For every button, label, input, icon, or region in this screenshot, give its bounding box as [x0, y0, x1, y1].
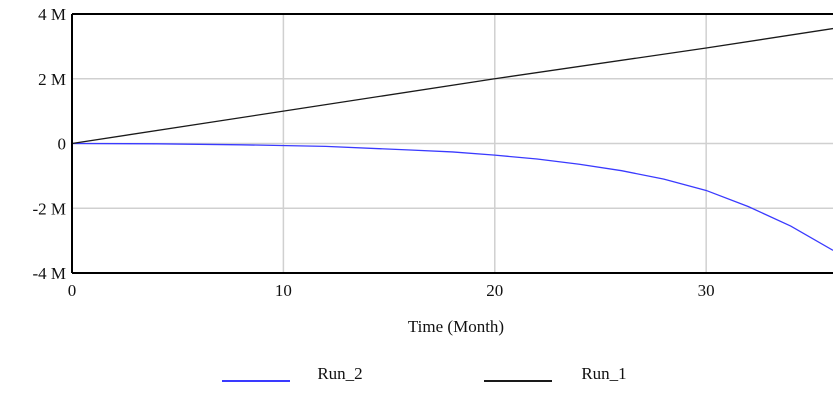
- y-tick-label: 4 M: [38, 5, 66, 24]
- legend-label-run-2: Run_2: [317, 364, 362, 383]
- legend: Run_2 Run_1: [222, 364, 627, 383]
- series-lines: [71, 27, 833, 251]
- plot-frame: [71, 13, 833, 274]
- y-tick-label: -4 M: [32, 264, 66, 283]
- x-tick-label: 30: [698, 281, 715, 300]
- legend-label-run-1: Run_1: [581, 364, 626, 383]
- x-tick-label: 10: [275, 281, 292, 300]
- series-line-run-2: [71, 142, 833, 251]
- x-tick-label: 20: [486, 281, 503, 300]
- x-tick-label: 0: [68, 281, 77, 300]
- y-tick-label: 0: [58, 135, 67, 154]
- y-tick-label: 2 M: [38, 70, 66, 89]
- series-line-run-1: [71, 27, 833, 145]
- y-axis-ticks: 4 M 2 M 0 -2 M -4 M: [32, 5, 66, 283]
- gridlines: [72, 14, 833, 273]
- x-axis-ticks: 0 10 20 30: [68, 281, 715, 300]
- x-axis-title: Time (Month): [408, 317, 504, 336]
- y-tick-label: -2 M: [32, 199, 66, 218]
